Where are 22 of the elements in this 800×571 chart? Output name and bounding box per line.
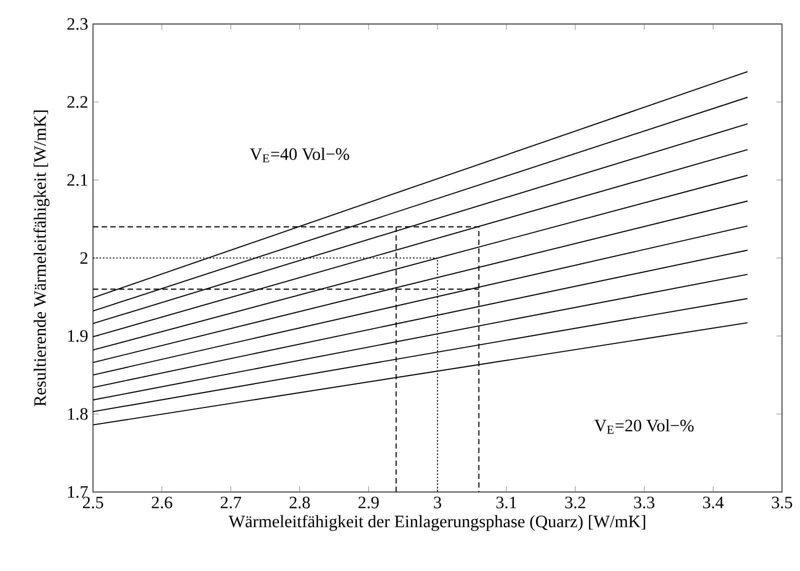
x-tick-label: 2.7 <box>220 496 242 508</box>
y-tick-label: 1.9 <box>68 330 88 342</box>
x-tick-label: 3.3 <box>634 496 654 508</box>
y-tick-label: 2.1 <box>67 174 88 186</box>
y-tick-label: 1.7 <box>68 486 88 498</box>
y-axis-title: Resultierende Wärmeleitfähigkeit [W/mK] <box>34 110 50 406</box>
x-tick-label: 3 <box>434 496 442 508</box>
x-tick-label: 2.8 <box>290 496 310 508</box>
x-tick-label: 3.2 <box>565 496 586 508</box>
y-tick-label: 2 <box>80 252 88 264</box>
x-tick-label: 2.9 <box>358 496 379 508</box>
x-tick-label: 3.5 <box>772 496 792 508</box>
x-tick-label: 3.1 <box>496 496 516 508</box>
y-tick-label: 1.8 <box>68 408 88 420</box>
annotation: V$_{E}$=20 Vol−% <box>594 419 694 434</box>
x-tick-label: 2.6 <box>152 496 172 508</box>
y-tick-label: 2.3 <box>67 18 88 30</box>
y-tick-label: 2.2 <box>67 96 88 108</box>
annotation: V$_{E}$=40 Vol−% <box>250 148 350 162</box>
x-tick-label: 2.5 <box>82 496 104 508</box>
x-axis-title: Wärmeleitfähigkeit der Einlagerungsphase (Quarz) [W/mK] <box>228 514 646 531</box>
x-tick-label: 3.4 <box>703 496 724 508</box>
